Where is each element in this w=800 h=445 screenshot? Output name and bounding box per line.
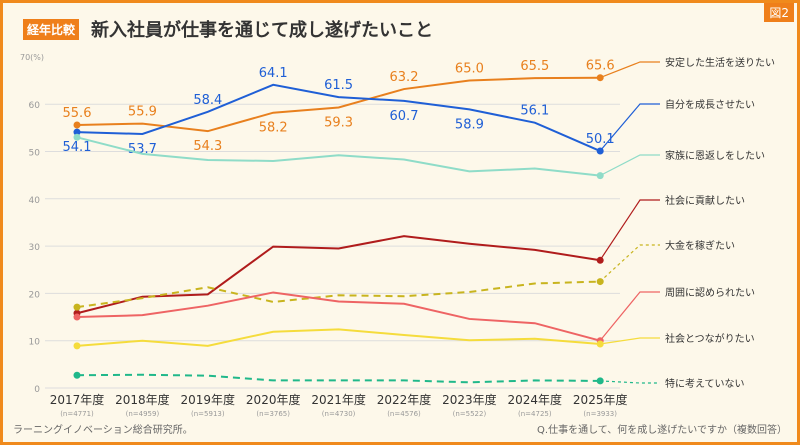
- sample-size-label: (n=5522): [453, 410, 487, 418]
- legend-label: 家族に恩返しをしたい: [665, 149, 765, 162]
- y-tick-label: 60: [29, 101, 41, 111]
- sample-size-label: (n=4959): [126, 410, 160, 418]
- data-point: [73, 128, 81, 136]
- series-line: [76, 328, 601, 347]
- series-line: [76, 373, 601, 384]
- x-tick-label: 2023年度: [442, 392, 497, 407]
- source-note: ラーニングイノベーション総合研究所。: [13, 425, 193, 436]
- data-label: 50.1: [586, 132, 615, 147]
- data-label: 53.7: [128, 142, 157, 157]
- sample-size-label: (n=4725): [518, 410, 552, 418]
- data-label: 54.1: [63, 140, 92, 155]
- data-label: 58.4: [193, 93, 222, 108]
- data-label: 58.9: [455, 117, 484, 132]
- data-label: 65.0: [455, 62, 484, 77]
- data-point: [73, 133, 81, 141]
- sample-size-label: (n=4730): [322, 410, 356, 418]
- data-label: 65.6: [586, 59, 615, 74]
- y-tick-label: 30: [29, 243, 41, 253]
- legend-connector: [599, 380, 660, 384]
- series-line: [76, 83, 601, 152]
- comparison-tag: 経年比較: [23, 19, 80, 40]
- legend-label: 社会とつながりたい: [665, 332, 755, 345]
- y-tick-label: 50: [29, 149, 41, 159]
- legend-label: 自分を成長させたい: [665, 98, 755, 111]
- series-line: [76, 235, 601, 315]
- question-note: Q.仕事を通して、何を成し遂げたいですか（複数回答）: [537, 425, 787, 436]
- x-tick-label: 2025年度: [573, 392, 628, 407]
- sample-size-label: (n=3765): [256, 410, 290, 418]
- x-tick-label: 2022年度: [377, 392, 432, 407]
- data-point: [73, 121, 81, 129]
- legend-label: 安定した生活を送りたい: [665, 56, 775, 69]
- data-label: 65.5: [520, 59, 549, 74]
- y-tick-label: 10: [29, 338, 41, 348]
- chart-title: 新入社員が仕事を通じて成し遂げたいこと: [91, 20, 433, 41]
- data-label: 54.3: [193, 139, 222, 154]
- sample-size-label: (n=4576): [387, 410, 421, 418]
- data-label: 63.2: [390, 70, 419, 85]
- sample-size-label: (n=5913): [191, 410, 225, 418]
- data-label: 60.7: [390, 109, 419, 124]
- x-tick-label: 2020年度: [246, 392, 301, 407]
- sample-size-label: (n=4771): [60, 410, 94, 418]
- sample-size-label: (n=3933): [583, 410, 617, 418]
- legend-label: 特に考えていない: [665, 378, 745, 390]
- legend-connector: [599, 199, 660, 261]
- x-tick-label: 2021年度: [311, 392, 366, 407]
- x-tick-label: 2017年度: [50, 392, 105, 407]
- legend-label: 大金を稼ぎたい: [665, 239, 735, 252]
- legend-connector: [599, 103, 660, 152]
- figure-label: 図2: [764, 3, 794, 22]
- y-tick-label: 40: [29, 196, 41, 206]
- legend-connector: [599, 244, 660, 283]
- data-label: 58.2: [259, 121, 288, 136]
- data-point: [73, 371, 81, 379]
- y-tick-label: 0: [34, 385, 40, 395]
- legend-label: 周囲に認められたい: [665, 286, 755, 299]
- series-line: [76, 280, 601, 309]
- data-label: 61.5: [324, 78, 353, 93]
- legend-connector: [599, 291, 660, 342]
- legend-label: 社会に貢献したい: [665, 194, 745, 207]
- y-tick-label: 20: [29, 290, 41, 300]
- series-line: [76, 136, 601, 177]
- x-tick-label: 2024年度: [508, 392, 563, 407]
- legend-connector: [599, 337, 660, 345]
- data-point: [73, 342, 81, 350]
- series-line: [76, 291, 601, 342]
- legend-connector: [599, 154, 660, 177]
- data-label: 64.1: [259, 66, 288, 81]
- legend-connector: [599, 61, 660, 79]
- data-label: 56.1: [520, 104, 549, 119]
- data-label: 59.3: [324, 116, 353, 131]
- data-label: 55.6: [63, 106, 92, 121]
- y-axis-label: 70(%): [20, 53, 44, 62]
- data-point: [73, 313, 81, 321]
- data-label: 55.9: [128, 105, 157, 120]
- data-point: [73, 303, 81, 311]
- x-tick-label: 2018年度: [115, 392, 170, 407]
- x-tick-label: 2019年度: [181, 392, 236, 407]
